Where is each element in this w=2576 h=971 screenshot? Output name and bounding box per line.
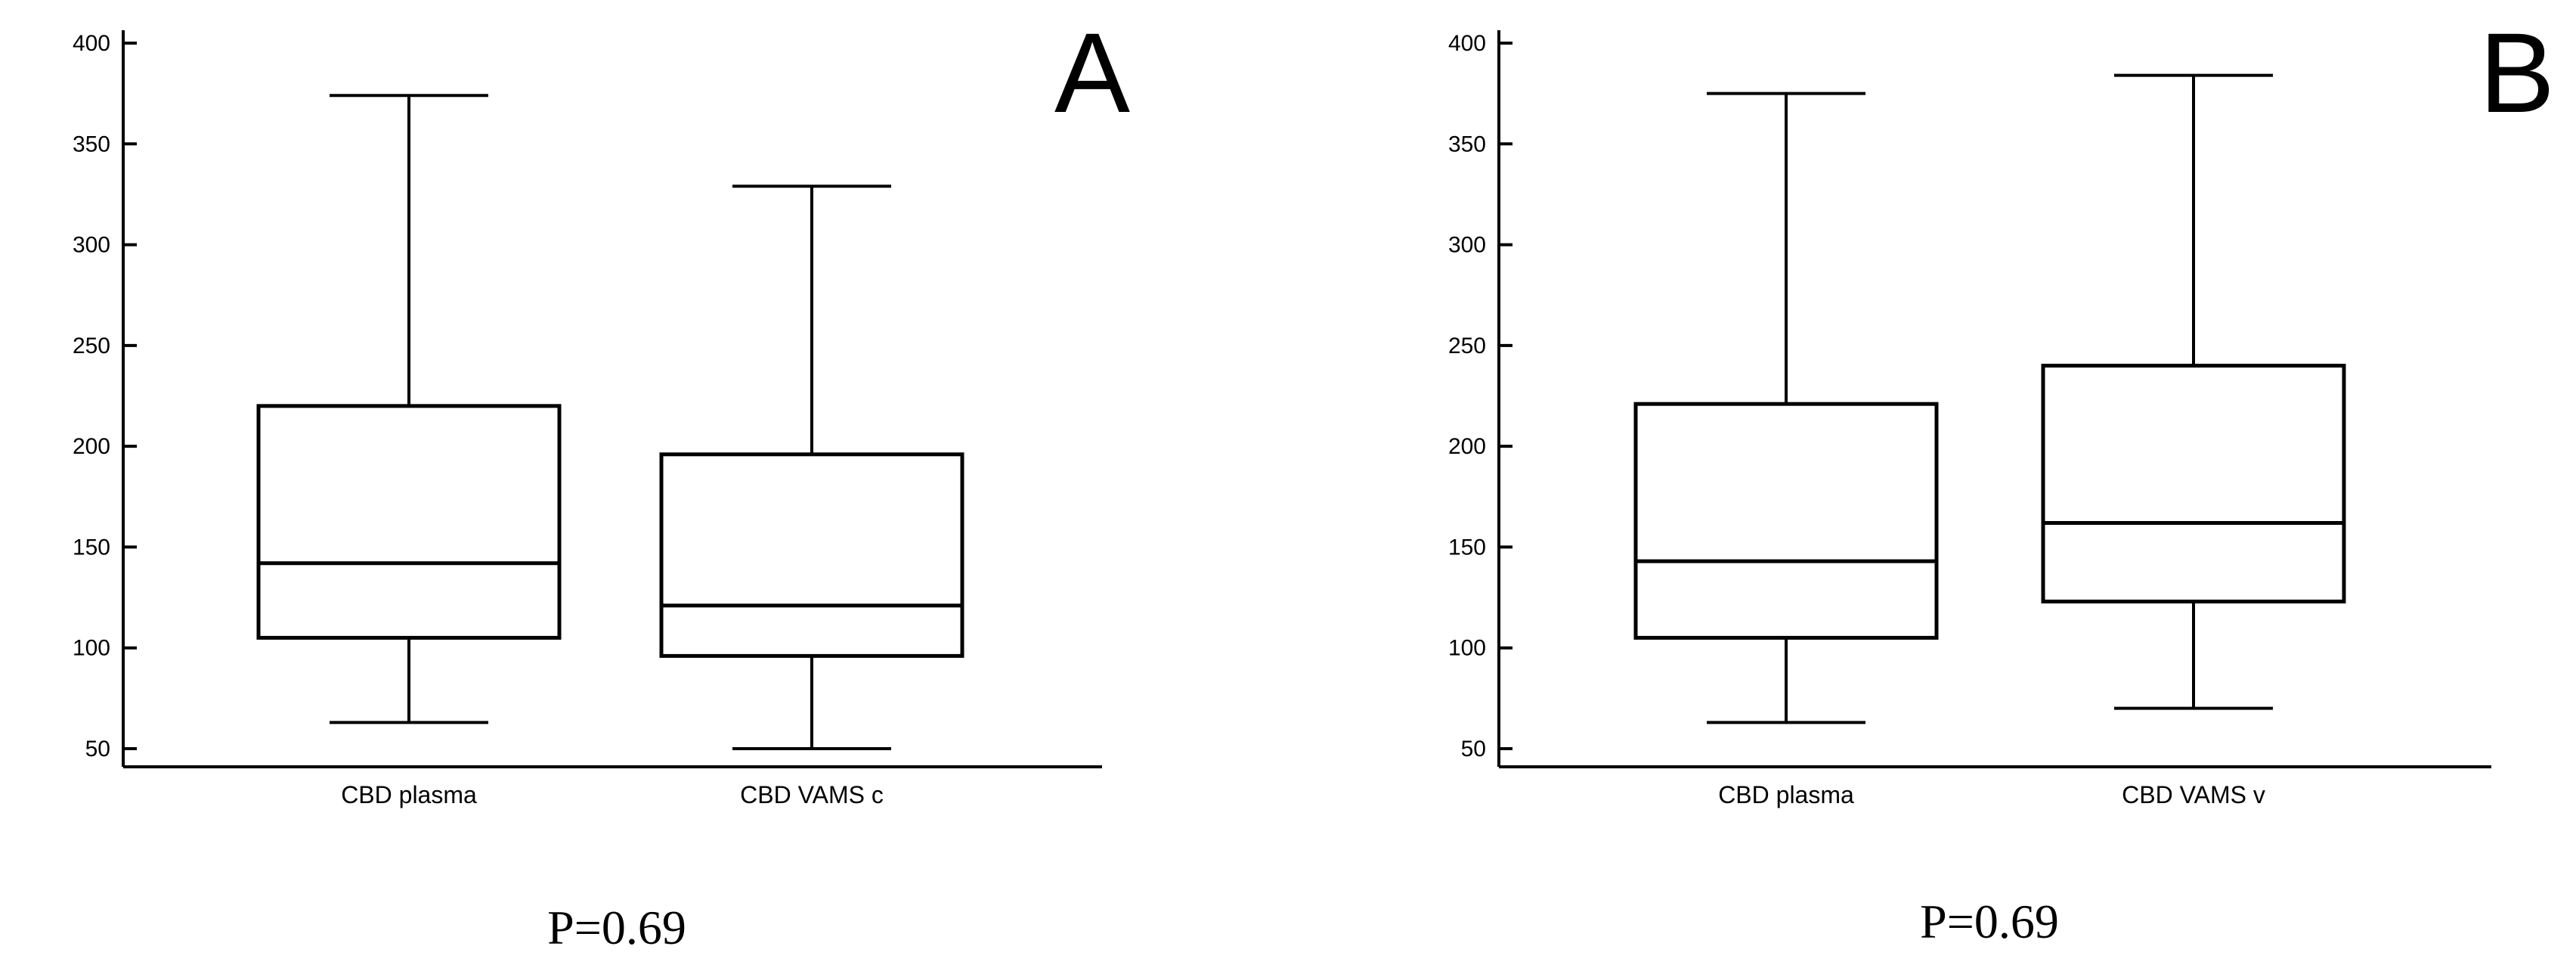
y-tick-label: 100	[1448, 636, 1486, 661]
x-category-label: CBD VAMS c	[740, 781, 884, 808]
iqr-box	[2041, 364, 2346, 603]
box-plot-2: CBD VAMS v	[2041, 73, 2346, 808]
box-plot-2: CBD VAMS c	[659, 185, 964, 808]
y-tick-label: 350	[73, 132, 110, 157]
y-tick-label: 250	[1448, 333, 1486, 358]
y-tick-label: 250	[73, 333, 110, 358]
panel-letter: A	[1054, 9, 1130, 136]
panel-letter: B	[2479, 9, 2555, 136]
x-category-label: CBD VAMS v	[2122, 781, 2265, 808]
y-tick-label: 300	[73, 233, 110, 258]
y-tick-label: 150	[1448, 535, 1486, 560]
y-tick-label: 300	[1448, 233, 1486, 258]
y-tick-label: 400	[1448, 31, 1486, 56]
iqr-box	[1633, 402, 1939, 640]
box-plot-1: CBD plasma	[1633, 92, 1939, 808]
x-category-label: CBD plasma	[1718, 781, 1854, 808]
panel-b: 50 100 150 200 250 300 350 400 CBD plasma CBD VAM…	[1448, 9, 2555, 948]
y-tick-label: 100	[73, 636, 110, 661]
y-tick-label: 50	[85, 737, 110, 762]
y-tick-label: 200	[1448, 434, 1486, 459]
iqr-box	[659, 452, 964, 658]
y-tick-label: 50	[1461, 737, 1486, 762]
box-plot-1: CBD plasma	[256, 94, 562, 808]
p-value-annotation: P=0.69	[547, 901, 686, 954]
y-tick-label: 400	[73, 31, 110, 56]
y-tick-label: 150	[73, 535, 110, 560]
y-tick-label: 350	[1448, 132, 1486, 157]
iqr-box	[256, 404, 562, 640]
x-category-label: CBD plasma	[341, 781, 477, 808]
p-value-annotation: P=0.69	[1920, 895, 2059, 948]
y-tick-label: 200	[73, 434, 110, 459]
panel-a: 50 100 150 200 250 300 350 400 CBD plasma CBD VAM…	[73, 9, 1130, 954]
